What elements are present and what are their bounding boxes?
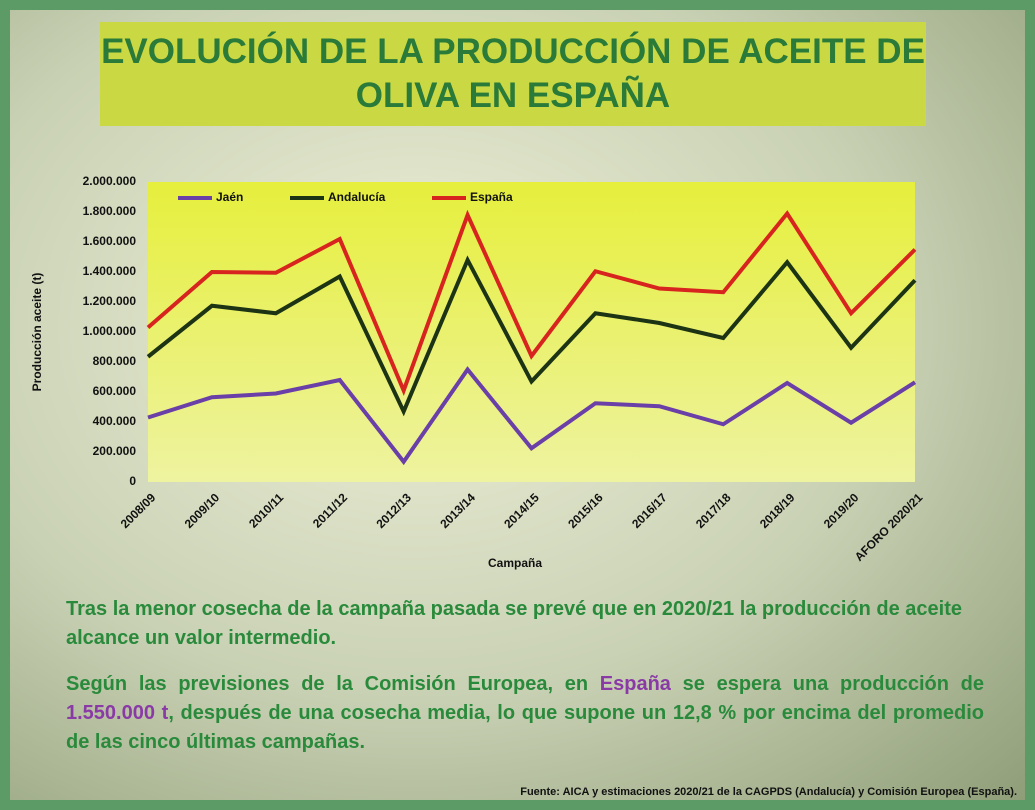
y-axis-label: Producción aceite (t) bbox=[30, 273, 44, 392]
x-tick-label: 2013/14 bbox=[437, 490, 478, 531]
y-tick-label: 1.800.000 bbox=[83, 204, 137, 218]
slide: EVOLUCIÓN DE LA PRODUCCIÓN DE ACEITE DE … bbox=[0, 0, 1035, 810]
x-tick-label: 2015/16 bbox=[565, 490, 606, 531]
y-tick-label: 600.000 bbox=[93, 384, 137, 398]
legend-label: Andalucía bbox=[328, 190, 386, 204]
x-tick-label: 2009/10 bbox=[182, 490, 223, 531]
y-tick-label: 1.400.000 bbox=[83, 264, 137, 278]
x-tick-label: 2010/11 bbox=[246, 490, 286, 530]
paragraph: Tras la menor cosecha de la campaña pasa… bbox=[66, 595, 984, 653]
paragraph: Según las previsiones de la Comisión Eur… bbox=[66, 670, 984, 757]
source: Fuente: AICA y estimaciones 2020/21 de l… bbox=[520, 786, 1017, 798]
highlight: 1.550.000 t bbox=[66, 702, 168, 724]
y-tick-label: 400.000 bbox=[93, 414, 137, 428]
y-tick-label: 2.000.000 bbox=[83, 174, 137, 188]
y-tick-label: 1.000.000 bbox=[83, 324, 137, 338]
x-tick-label: 2019/20 bbox=[821, 490, 862, 531]
x-tick-label: 2017/18 bbox=[693, 490, 734, 531]
x-tick-label: 2011/12 bbox=[310, 490, 350, 530]
y-tick-label: 800.000 bbox=[93, 354, 137, 368]
x-tick-label: AFORO 2020/21 bbox=[852, 490, 926, 564]
y-tick-label: 1.600.000 bbox=[83, 234, 137, 248]
legend-label: Jaén bbox=[216, 190, 243, 204]
x-tick-label: 2008/09 bbox=[118, 490, 159, 531]
plot-area bbox=[148, 182, 915, 482]
y-tick-label: 0 bbox=[129, 474, 136, 488]
x-tick-label: 2018/19 bbox=[757, 490, 798, 531]
y-tick-label: 1.200.000 bbox=[83, 294, 137, 308]
highlight: España bbox=[600, 673, 671, 695]
text: Según las previsiones de la Comisión Eur… bbox=[66, 673, 600, 695]
legend-label: España bbox=[470, 190, 513, 204]
text: se espera una producción de bbox=[671, 673, 984, 695]
x-tick-label: 2014/15 bbox=[501, 490, 542, 531]
x-tick-label: 2012/13 bbox=[373, 490, 414, 531]
x-tick-label: 2016/17 bbox=[629, 490, 670, 531]
text: , después de una cosecha media, lo que s… bbox=[66, 702, 984, 753]
x-axis-label: Campaña bbox=[488, 556, 542, 570]
y-tick-label: 200.000 bbox=[93, 444, 137, 458]
